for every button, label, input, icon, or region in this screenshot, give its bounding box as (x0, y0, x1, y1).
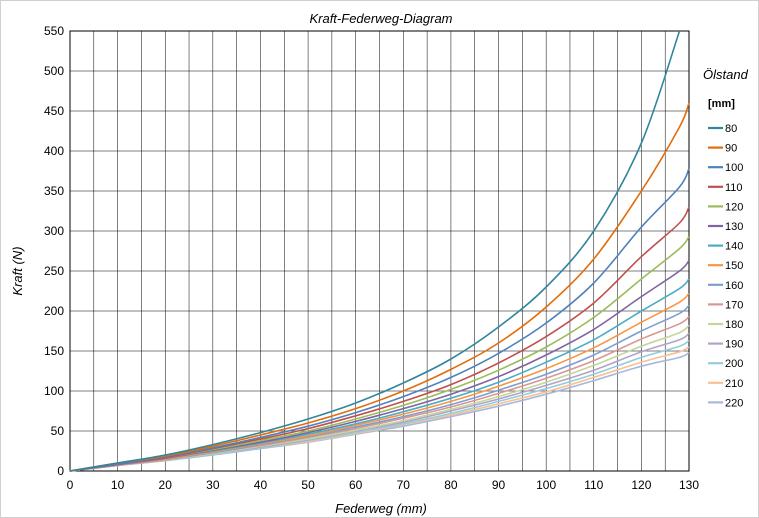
y-tick-label: 200 (44, 304, 64, 318)
legend-label-90: 90 (725, 143, 737, 155)
x-axis-title: Federweg (mm) (335, 501, 427, 516)
y-tick-label: 250 (44, 264, 64, 278)
legend-label-160: 160 (725, 280, 743, 292)
legend-label-220: 220 (725, 397, 743, 409)
x-tick-label: 120 (631, 478, 651, 492)
y-tick-label: 300 (44, 224, 64, 238)
y-tick-label: 450 (44, 104, 64, 118)
grid (69, 30, 690, 472)
x-tick-label: 0 (67, 478, 74, 492)
y-tick-label: 0 (57, 464, 64, 478)
x-tick-label: 20 (159, 478, 173, 492)
series-line-110 (69, 206, 690, 472)
legend-label-170: 170 (725, 299, 743, 311)
legend-label-180: 180 (725, 319, 743, 331)
legend-label-130: 130 (725, 221, 743, 233)
legend-label-100: 100 (725, 162, 743, 174)
legend-label-210: 210 (725, 378, 743, 390)
y-tick-label: 500 (44, 64, 64, 78)
y-tick-label: 550 (44, 24, 64, 38)
legend-label-200: 200 (725, 358, 743, 370)
series-lines (69, 30, 690, 472)
y-tick-label: 50 (51, 424, 65, 438)
y-tick-label: 400 (44, 144, 64, 158)
x-tick-label: 110 (584, 478, 603, 492)
x-tick-label: 100 (536, 478, 556, 492)
chart-title: Kraft-Federweg-Diagram (309, 11, 452, 26)
y-tick-label: 150 (44, 344, 64, 358)
legend-label-150: 150 (725, 260, 743, 272)
y-tick-label: 350 (44, 184, 64, 198)
x-tick-label: 90 (492, 478, 506, 492)
x-tick-label: 40 (254, 478, 268, 492)
x-tick-label: 80 (444, 478, 458, 492)
legend: 80 90 100 110 120 130 140 150 160 170 180 190 200 210… (708, 123, 743, 409)
x-tick-label: 10 (111, 478, 125, 492)
x-tick-label: 50 (301, 478, 315, 492)
legend-label-120: 120 (725, 201, 743, 213)
x-tick-label: 70 (397, 478, 411, 492)
y-axis-title: Kraft (N) (10, 246, 25, 295)
y-tick-label: 100 (44, 384, 64, 398)
series-line-80 (69, 30, 681, 472)
legend-label-110: 110 (725, 182, 743, 194)
legend-label-80: 80 (725, 123, 737, 135)
legend-unit: [mm] (708, 98, 735, 110)
x-tick-label: 30 (206, 478, 220, 492)
series-line-100 (69, 168, 690, 472)
x-tick-label: 130 (679, 478, 699, 492)
series-line-90 (69, 102, 690, 472)
legend-label-190: 190 (725, 339, 743, 351)
legend-label-140: 140 (725, 241, 743, 253)
x-tick-label: 60 (349, 478, 363, 492)
plot-area-border (69, 30, 690, 472)
legend-title: Ölstand (703, 67, 749, 82)
series-line-150 (69, 292, 690, 472)
axes: 0 10 20 30 40 50 60 70 80 90 100 110 120 130 0 50 100 150… (44, 24, 699, 492)
